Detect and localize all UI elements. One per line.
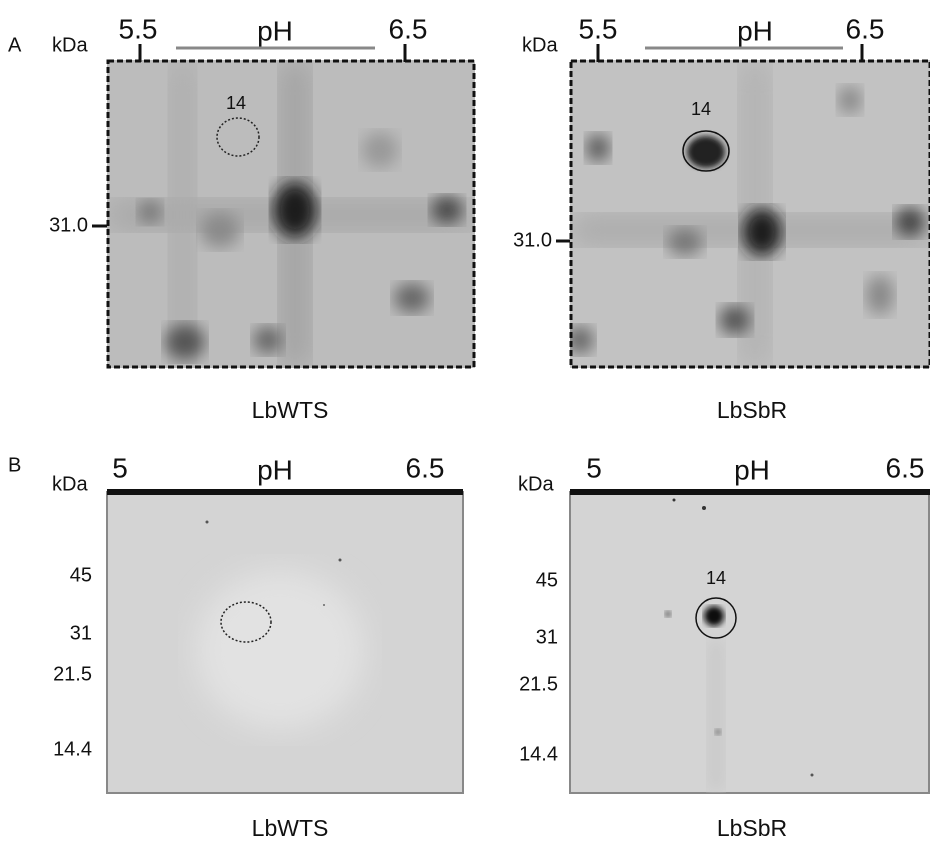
- ph-start: 5.5: [579, 13, 618, 44]
- unit-label: kDa: [518, 473, 554, 495]
- ph-label: pH: [257, 454, 293, 485]
- mw-marker: 45: [70, 564, 92, 586]
- unit-label: kDa: [522, 34, 558, 56]
- ph-label: pH: [737, 15, 773, 46]
- caption: LbSbR: [717, 397, 787, 423]
- gel: [569, 491, 930, 794]
- ph-start: 5: [112, 452, 128, 483]
- unit-label: kDa: [52, 473, 88, 495]
- panel-label: B: [8, 454, 21, 476]
- unit-label: kDa: [52, 34, 88, 56]
- mw-marker: 31.0: [513, 229, 552, 251]
- caption: LbSbR: [717, 815, 787, 841]
- mw-marker: 45: [536, 569, 558, 591]
- gel: [106, 491, 464, 794]
- ph-label: pH: [257, 15, 293, 46]
- ph-end: 6.5: [389, 13, 428, 44]
- gel: [106, 59, 476, 369]
- spot-label: 14: [691, 99, 711, 119]
- mw-marker: 14.4: [53, 738, 92, 760]
- ph-end: 6.5: [886, 452, 925, 483]
- mw-marker: 21.5: [519, 673, 558, 695]
- mw-marker: 31: [536, 626, 558, 648]
- spot-label: 14: [226, 93, 246, 113]
- mw-marker: 31: [70, 622, 92, 644]
- gel: [569, 59, 930, 369]
- ph-end: 6.5: [846, 13, 885, 44]
- caption: LbWTS: [252, 815, 329, 841]
- spot-label: 14: [706, 568, 726, 588]
- panel-label: A: [8, 34, 22, 56]
- gel-background: [569, 491, 930, 794]
- ph-start: 5: [586, 452, 602, 483]
- ph-end: 6.5: [406, 452, 445, 483]
- caption: LbWTS: [252, 397, 329, 423]
- mw-marker: 31.0: [49, 214, 88, 236]
- mw-marker: 21.5: [53, 663, 92, 685]
- ph-label: pH: [734, 454, 770, 485]
- mw-marker: 14.4: [519, 743, 558, 765]
- ph-start: 5.5: [119, 13, 158, 44]
